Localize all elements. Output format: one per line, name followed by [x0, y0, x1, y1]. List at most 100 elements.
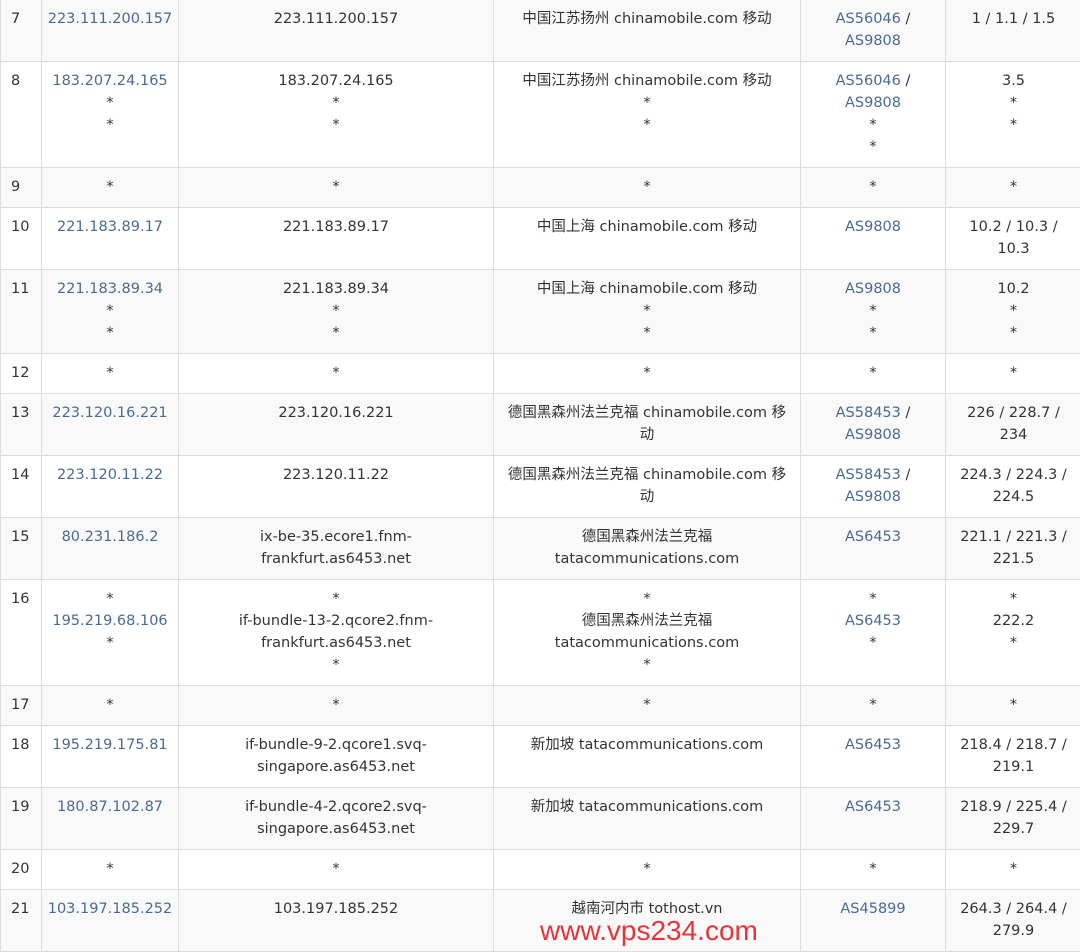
- asn-link[interactable]: AS56046: [836, 11, 901, 27]
- timeout-marker: *: [805, 114, 941, 136]
- asn-link[interactable]: AS6453: [845, 737, 901, 753]
- ip-link[interactable]: 103.197.185.252: [48, 901, 173, 917]
- rtt-line: 218.4 / 218.7 /: [950, 734, 1077, 756]
- ip-cell: 223.120.11.22: [42, 456, 179, 518]
- rtt-line: 221.1 / 221.3 /: [950, 526, 1077, 548]
- table-row: 16*195.219.68.106**if-bundle-13-2.qcore2…: [1, 580, 1080, 686]
- host-line: 223.120.11.22: [183, 464, 489, 486]
- asn-line: AS45899: [805, 898, 941, 920]
- asn-link[interactable]: AS6453: [845, 799, 901, 815]
- timeout-marker: *: [183, 858, 489, 880]
- asn-link[interactable]: AS6453: [845, 613, 901, 629]
- geo-line: 动: [498, 424, 796, 446]
- asn-link[interactable]: AS9808: [845, 95, 901, 111]
- ip-link[interactable]: 183.207.24.165: [52, 73, 167, 89]
- asn-cell: *: [801, 354, 946, 394]
- ip-cell: * 195.219.68.106 *: [42, 580, 179, 686]
- asn-link[interactable]: AS45899: [840, 901, 905, 917]
- hop-cell: 20: [1, 850, 42, 890]
- timeout-marker: *: [46, 588, 174, 610]
- asn-link[interactable]: AS58453: [836, 467, 901, 483]
- hop-cell: 21: [1, 890, 42, 952]
- ip-line: 195.219.175.81: [46, 734, 174, 756]
- ip-link[interactable]: 223.120.16.221: [52, 405, 167, 421]
- rtt-line: 264.3 / 264.4 /: [950, 898, 1077, 920]
- asn-link[interactable]: AS9808: [845, 281, 901, 297]
- latency-cell: *: [946, 168, 1080, 208]
- timeout-marker: *: [950, 114, 1077, 136]
- location-cell: 中国上海 chinamobile.com 移动**: [494, 270, 801, 354]
- timeout-marker: *: [805, 858, 941, 880]
- location-cell: 越南河内市 tothost.vn: [494, 890, 801, 952]
- timeout-marker: *: [498, 694, 796, 716]
- ip-cell: 223.111.200.157: [42, 0, 179, 62]
- asn-line: AS6453: [805, 796, 941, 818]
- timeout-marker: *: [805, 588, 941, 610]
- ip-line: 103.197.185.252: [46, 898, 174, 920]
- timeout-marker: *: [498, 176, 796, 198]
- ip-link[interactable]: 223.111.200.157: [48, 11, 173, 27]
- asn-cell: AS9808**: [801, 270, 946, 354]
- geo-line: 中国江苏扬州 chinamobile.com 移动: [498, 8, 796, 30]
- asn-cell: *AS6453*: [801, 580, 946, 686]
- ip-link[interactable]: 80.231.186.2: [62, 529, 159, 545]
- asn-cell: AS45899: [801, 890, 946, 952]
- timeout-marker: *: [46, 632, 174, 654]
- asn-line: AS56046 /: [805, 70, 941, 92]
- geo-line: 越南河内市 tothost.vn: [498, 898, 796, 920]
- rtt-line: 219.1: [950, 756, 1077, 778]
- table-row: 20*****: [1, 850, 1080, 890]
- ip-link[interactable]: 195.219.175.81: [52, 737, 167, 753]
- location-cell: *: [494, 850, 801, 890]
- latency-cell: 264.3 / 264.4 /279.9: [946, 890, 1080, 952]
- asn-link[interactable]: AS56046: [836, 73, 901, 89]
- asn-link[interactable]: AS9808: [845, 33, 901, 49]
- location-cell: 中国江苏扬州 chinamobile.com 移动**: [494, 62, 801, 168]
- ip-cell: 223.120.16.221: [42, 394, 179, 456]
- location-cell: 新加坡 tatacommunications.com: [494, 788, 801, 850]
- timeout-marker: *: [950, 92, 1077, 114]
- asn-cell: *: [801, 686, 946, 726]
- asn-link[interactable]: AS58453: [836, 405, 901, 421]
- ip-link[interactable]: 221.183.89.34: [57, 281, 163, 297]
- asn-cell: AS6453: [801, 726, 946, 788]
- host-line: frankfurt.as6453.net: [183, 632, 489, 654]
- timeout-marker: *: [46, 300, 174, 322]
- ip-line: 80.231.186.2: [46, 526, 174, 548]
- hostname-cell: 223.120.16.221: [179, 394, 494, 456]
- asn-cell: AS56046 /AS9808: [801, 0, 946, 62]
- geo-line: 德国黑森州法兰克福: [498, 526, 796, 548]
- ip-link[interactable]: 223.120.11.22: [57, 467, 163, 483]
- timeout-marker: *: [183, 300, 489, 322]
- ip-link[interactable]: 180.87.102.87: [57, 799, 163, 815]
- geo-line: tatacommunications.com: [498, 632, 796, 654]
- asn-link[interactable]: AS9808: [845, 427, 901, 443]
- hop-cell: 17: [1, 686, 42, 726]
- geo-line: 德国黑森州法兰克福 chinamobile.com 移: [498, 402, 796, 424]
- ip-link[interactable]: 221.183.89.17: [57, 219, 163, 235]
- asn-line: AS9808: [805, 216, 941, 238]
- host-line: singapore.as6453.net: [183, 818, 489, 840]
- ip-cell: *: [42, 850, 179, 890]
- timeout-marker: *: [183, 176, 489, 198]
- rtt-line: 224.3 / 224.3 /: [950, 464, 1077, 486]
- geo-line: 中国上海 chinamobile.com 移动: [498, 216, 796, 238]
- location-cell: 中国江苏扬州 chinamobile.com 移动: [494, 0, 801, 62]
- asn-link[interactable]: AS9808: [845, 219, 901, 235]
- timeout-marker: *: [950, 362, 1077, 384]
- hostname-cell: *: [179, 686, 494, 726]
- ip-link[interactable]: 195.219.68.106: [52, 613, 167, 629]
- asn-line: AS9808: [805, 278, 941, 300]
- timeout-marker: *: [805, 694, 941, 716]
- timeout-marker: *: [46, 322, 174, 344]
- asn-link[interactable]: AS9808: [845, 489, 901, 505]
- timeout-marker: *: [805, 176, 941, 198]
- asn-link[interactable]: AS6453: [845, 529, 901, 545]
